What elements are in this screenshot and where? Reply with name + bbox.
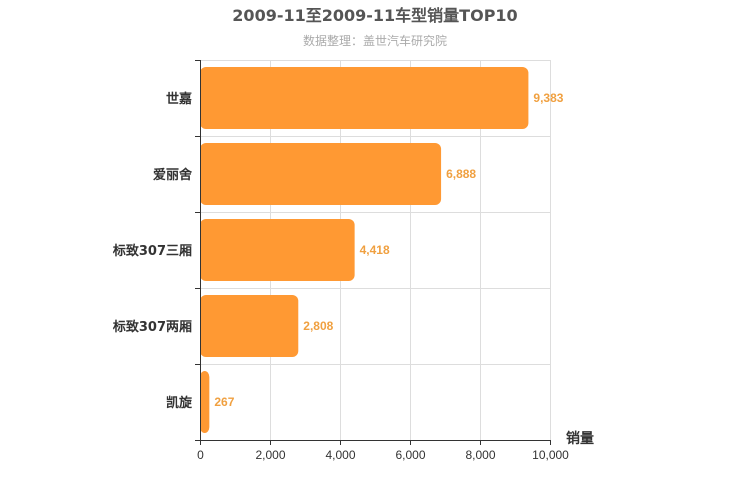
x-tick-label: 4,000 (325, 448, 355, 462)
bar-value-label: 4,418 (360, 243, 390, 257)
chart-title: 2009-11至2009-11车型销量TOP10 (232, 6, 517, 25)
bar-value-label: 267 (214, 395, 234, 409)
category-label: 标致307三厢 (112, 243, 192, 259)
category-label: 标致307两厢 (112, 319, 192, 335)
bar[interactable] (200, 67, 529, 129)
bar-value-label: 9,383 (533, 91, 563, 105)
bar-layer: 9,383 6,888 4,418 2,808 267 (200, 67, 564, 433)
category-label: 世嘉 (166, 91, 192, 107)
category-label: 凯旋 (166, 395, 193, 411)
bar-value-label: 2,808 (303, 319, 333, 333)
x-tick-label: 0 (197, 448, 204, 462)
x-tick-label: 6,000 (395, 448, 425, 462)
category-label: 爱丽舍 (153, 167, 193, 183)
bar[interactable] (200, 143, 442, 205)
x-tick-label: 2,000 (255, 448, 285, 462)
x-axis-title: 销量 (566, 430, 594, 447)
bar[interactable] (200, 371, 210, 433)
bar-value-label: 6,888 (446, 167, 476, 181)
x-tick-label: 8,000 (465, 448, 495, 462)
bar[interactable] (200, 219, 355, 281)
bar[interactable] (200, 295, 299, 357)
x-tick-label: 10,000 (532, 448, 569, 462)
chart-subtitle: 数据整理：盖世汽车研究院 (303, 33, 447, 48)
